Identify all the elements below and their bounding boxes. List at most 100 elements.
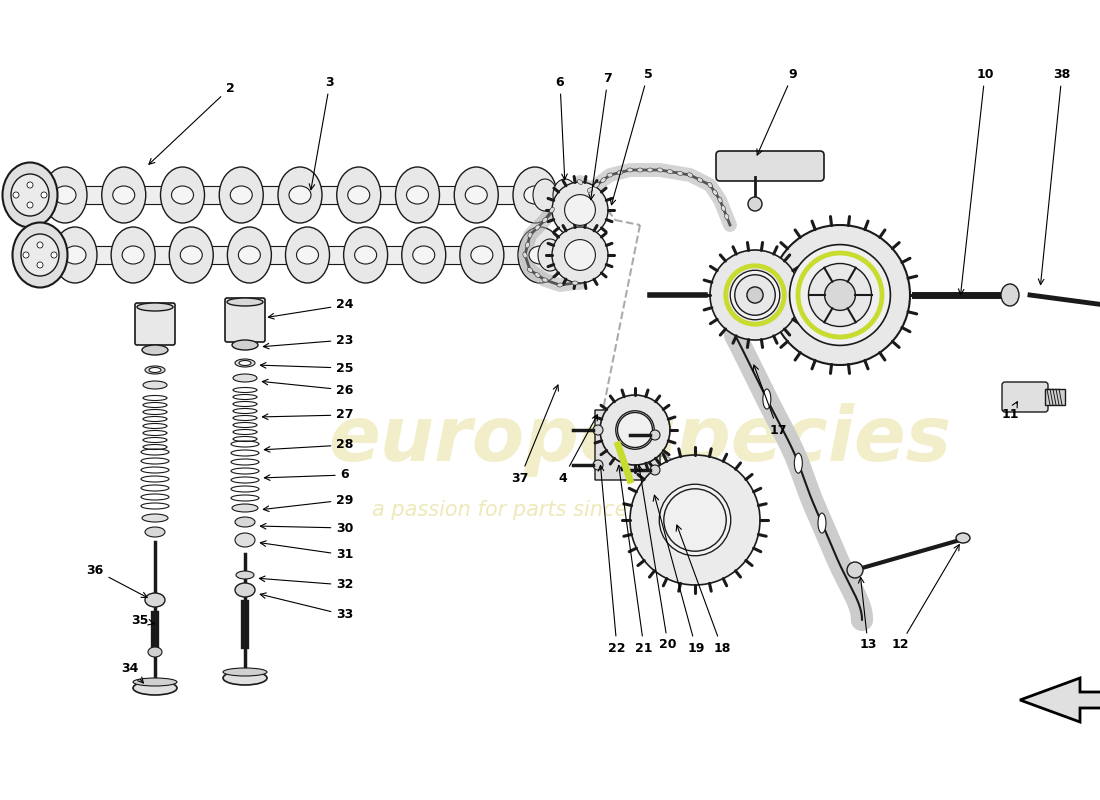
Ellipse shape <box>12 222 67 287</box>
Text: 13: 13 <box>858 578 877 651</box>
Ellipse shape <box>278 167 322 223</box>
Ellipse shape <box>471 246 493 264</box>
Circle shape <box>552 227 608 283</box>
Circle shape <box>23 252 29 258</box>
Ellipse shape <box>232 504 258 512</box>
Ellipse shape <box>297 246 319 264</box>
Ellipse shape <box>11 174 49 216</box>
Ellipse shape <box>534 179 557 211</box>
Text: 34: 34 <box>121 662 143 683</box>
Ellipse shape <box>794 453 802 473</box>
Text: 4: 4 <box>559 414 597 485</box>
Ellipse shape <box>64 246 86 264</box>
Ellipse shape <box>396 167 440 223</box>
Circle shape <box>28 182 33 188</box>
Ellipse shape <box>607 173 613 177</box>
Ellipse shape <box>122 246 144 264</box>
Ellipse shape <box>676 171 683 175</box>
Text: 18: 18 <box>676 525 730 654</box>
Ellipse shape <box>578 179 583 185</box>
Ellipse shape <box>161 167 205 223</box>
Circle shape <box>730 270 780 320</box>
Text: 3: 3 <box>309 75 334 190</box>
Ellipse shape <box>21 234 59 276</box>
Circle shape <box>51 252 57 258</box>
Circle shape <box>593 460 603 470</box>
Text: 25: 25 <box>261 362 354 374</box>
Ellipse shape <box>233 374 257 382</box>
Ellipse shape <box>239 361 251 366</box>
Polygon shape <box>595 410 660 480</box>
Bar <box>1045 389 1065 405</box>
Text: 32: 32 <box>260 576 354 591</box>
Ellipse shape <box>235 517 255 527</box>
Ellipse shape <box>713 190 717 195</box>
Ellipse shape <box>101 167 145 223</box>
Circle shape <box>790 245 890 346</box>
Ellipse shape <box>558 239 582 271</box>
Circle shape <box>600 395 670 465</box>
Ellipse shape <box>223 671 267 685</box>
Text: 27: 27 <box>263 409 354 422</box>
Text: 20: 20 <box>637 466 676 651</box>
Ellipse shape <box>228 227 272 283</box>
Ellipse shape <box>232 340 258 350</box>
Text: 2: 2 <box>148 82 234 164</box>
Circle shape <box>564 194 595 226</box>
Ellipse shape <box>142 345 168 355</box>
Ellipse shape <box>53 227 97 283</box>
Circle shape <box>659 484 730 556</box>
Circle shape <box>41 192 47 198</box>
Ellipse shape <box>688 173 693 178</box>
Circle shape <box>650 465 660 475</box>
Circle shape <box>616 410 654 450</box>
Ellipse shape <box>223 668 267 676</box>
FancyBboxPatch shape <box>716 151 824 181</box>
Ellipse shape <box>145 527 165 537</box>
Ellipse shape <box>617 170 623 174</box>
Ellipse shape <box>402 227 446 283</box>
Circle shape <box>617 413 652 447</box>
Ellipse shape <box>667 170 673 174</box>
Ellipse shape <box>718 197 723 203</box>
Text: 9: 9 <box>757 67 798 155</box>
Ellipse shape <box>112 186 134 204</box>
Ellipse shape <box>133 678 177 686</box>
Ellipse shape <box>348 186 370 204</box>
Circle shape <box>650 430 660 440</box>
Ellipse shape <box>286 227 330 283</box>
Ellipse shape <box>647 168 653 172</box>
Ellipse shape <box>722 206 726 211</box>
Circle shape <box>825 280 856 310</box>
Ellipse shape <box>133 681 177 695</box>
Ellipse shape <box>513 167 557 223</box>
Text: 19: 19 <box>653 495 705 654</box>
Ellipse shape <box>627 168 632 172</box>
Text: 37: 37 <box>512 385 559 485</box>
Ellipse shape <box>535 273 540 278</box>
Text: 6: 6 <box>556 75 568 179</box>
Ellipse shape <box>587 187 593 193</box>
Ellipse shape <box>465 186 487 204</box>
Text: 29: 29 <box>263 494 354 511</box>
Ellipse shape <box>343 227 387 283</box>
Ellipse shape <box>111 227 155 283</box>
Ellipse shape <box>354 246 376 264</box>
Ellipse shape <box>145 366 165 374</box>
Ellipse shape <box>657 168 663 172</box>
Text: 5: 5 <box>610 67 652 205</box>
Circle shape <box>770 225 910 365</box>
Circle shape <box>630 455 760 585</box>
Circle shape <box>710 250 800 340</box>
FancyBboxPatch shape <box>135 303 175 345</box>
Text: 12: 12 <box>891 545 959 651</box>
Ellipse shape <box>527 268 532 272</box>
Ellipse shape <box>337 167 381 223</box>
Ellipse shape <box>143 381 167 389</box>
Text: 36: 36 <box>87 563 147 598</box>
Ellipse shape <box>289 186 311 204</box>
Ellipse shape <box>522 252 527 258</box>
Ellipse shape <box>518 227 562 283</box>
Ellipse shape <box>956 533 970 543</box>
Circle shape <box>663 489 726 551</box>
